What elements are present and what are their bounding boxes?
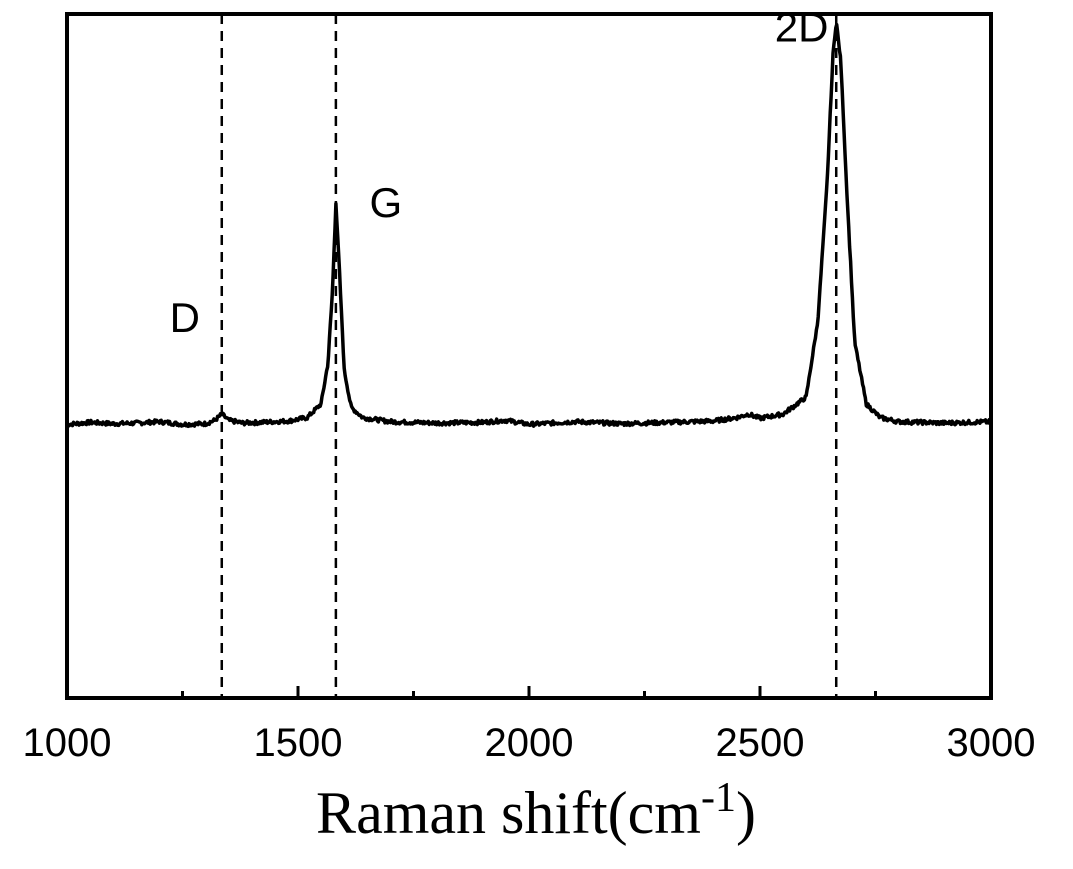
x-tick-labels: 1000 1500 2000 2500 3000 [23, 721, 1036, 765]
peak-annotations: D G 2D [170, 3, 829, 341]
peak-label-d: D [170, 294, 200, 341]
reference-lines [220, 14, 838, 698]
spectrum-series-line [66, 22, 993, 429]
x-tick-label: 2000 [485, 721, 574, 765]
x-tick-label: 2500 [716, 721, 805, 765]
peak-label-g: G [369, 179, 402, 226]
plot-frame [65, 12, 993, 700]
x-axis-label-superscript: -1 [701, 775, 736, 821]
x-axis-label-main: Raman shift(cm [316, 780, 701, 846]
peak-label-2d: 2D [775, 3, 829, 50]
x-axis-label: Raman shift(cm-1) [316, 775, 756, 846]
x-axis-label-close: ) [736, 780, 756, 846]
x-tick-label: 1000 [23, 721, 112, 765]
axis-ticks [65, 686, 993, 698]
x-tick-label: 3000 [947, 721, 1036, 765]
x-tick-label: 1500 [254, 721, 343, 765]
